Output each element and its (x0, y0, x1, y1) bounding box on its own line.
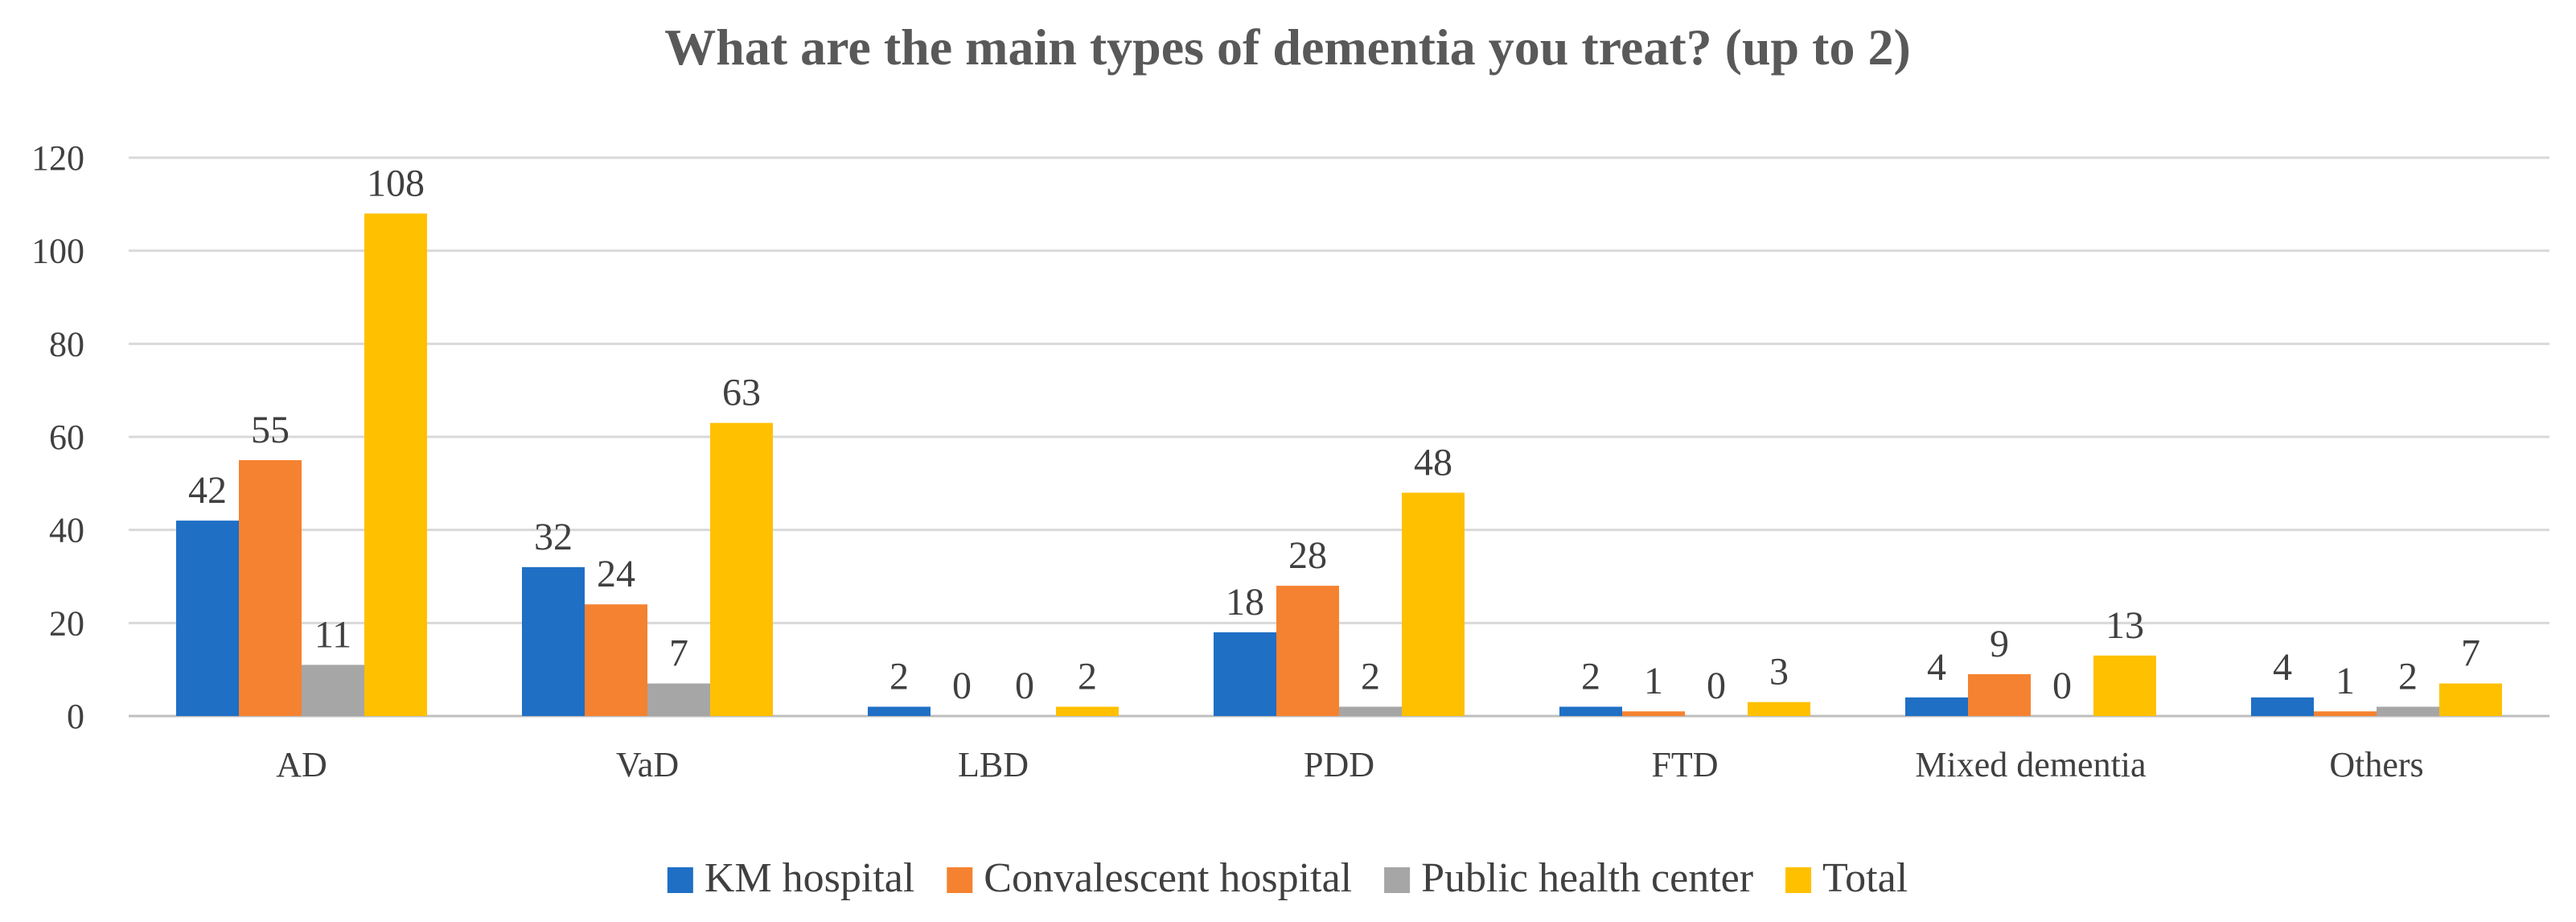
y-tick-label: 100 (31, 232, 84, 271)
legend-swatch (667, 867, 693, 893)
data-label: 0 (1707, 665, 1726, 707)
data-label: 18 (1226, 581, 1264, 624)
bar (1402, 492, 1465, 716)
y-tick-label: 20 (49, 603, 84, 643)
data-label: 2 (1078, 655, 1097, 698)
legend-label: Total (1822, 855, 1908, 901)
data-label: 13 (2106, 604, 2144, 647)
bar (1339, 706, 1402, 716)
data-label: 0 (1015, 665, 1034, 707)
bar (239, 459, 302, 716)
bar (1622, 711, 1685, 716)
legend-swatch (1785, 867, 1812, 893)
data-label: 48 (1414, 441, 1452, 484)
data-label: 1 (1644, 660, 1663, 702)
legend: KM hospital Convalescent hospital Public h… (667, 855, 1908, 901)
bar (364, 213, 427, 716)
bar (1214, 632, 1276, 716)
bar (2314, 711, 2377, 716)
x-tick-label: FTD (1651, 745, 1718, 784)
legend-item: KM hospital (667, 855, 914, 901)
data-label: 4 (2273, 646, 2292, 689)
bar (2251, 697, 2314, 716)
bar (1056, 706, 1119, 716)
data-label: 0 (2052, 665, 2072, 707)
data-label: 7 (2461, 632, 2480, 675)
bar (585, 604, 647, 716)
data-label: 2 (889, 655, 909, 698)
x-tick-label: LBD (958, 745, 1029, 784)
legend-item: Public health center (1384, 855, 1753, 901)
x-tick-label: AD (276, 745, 327, 784)
bar (2439, 683, 2502, 716)
data-label: 32 (534, 516, 573, 558)
y-tick-label: 0 (67, 697, 84, 736)
legend-item: Total (1785, 855, 1908, 901)
x-axis-categories: AD VaD LBD PDD FTD Mixed dementia Others (276, 745, 2423, 784)
bar (1905, 697, 1968, 716)
bar (1968, 673, 2031, 716)
data-label: 9 (1990, 623, 2009, 665)
x-tick-label: PDD (1304, 745, 1374, 784)
bar (868, 706, 931, 716)
y-tick-label: 120 (31, 138, 84, 178)
bar (2093, 655, 2156, 716)
y-axis-ticks: 0 20 40 60 80 100 120 (31, 138, 84, 736)
data-label: 2 (2398, 655, 2418, 698)
bar (522, 566, 585, 716)
legend-swatch (947, 867, 973, 893)
legend-label: Public health center (1421, 855, 1753, 901)
bar (302, 665, 364, 716)
bar (2377, 706, 2439, 716)
bar (1748, 702, 1810, 716)
data-label: 1 (2336, 660, 2355, 702)
data-label: 0 (952, 665, 972, 707)
data-label: 4 (1927, 646, 1946, 689)
data-label: 2 (1361, 655, 1380, 698)
bar (1559, 706, 1622, 716)
bar (176, 521, 239, 716)
y-tick-label: 40 (49, 511, 84, 550)
y-tick-label: 60 (49, 418, 84, 457)
data-label: 24 (597, 553, 635, 595)
bar (647, 683, 710, 716)
data-label: 3 (1769, 651, 1789, 694)
chart-title: What are the main types of dementia you … (664, 19, 1911, 76)
bar (1276, 586, 1339, 716)
x-tick-label: Others (2329, 745, 2423, 784)
x-tick-label: VaD (616, 745, 679, 784)
bars (176, 213, 2502, 716)
x-tick-label: Mixed dementia (1915, 745, 2146, 784)
data-label: 28 (1288, 534, 1327, 577)
y-tick-label: 80 (49, 324, 84, 364)
bar (710, 422, 773, 716)
data-label: 108 (367, 162, 425, 204)
legend-item: Convalescent hospital (947, 855, 1352, 901)
legend-label: Convalescent hospital (984, 855, 1352, 901)
legend-swatch (1384, 867, 1411, 893)
data-label: 55 (251, 409, 290, 451)
data-label: 11 (314, 613, 351, 656)
legend-label: KM hospital (705, 855, 914, 901)
data-label: 7 (669, 632, 688, 675)
data-label: 2 (1581, 655, 1600, 698)
data-label: 42 (188, 469, 227, 512)
data-label: 63 (722, 372, 761, 414)
